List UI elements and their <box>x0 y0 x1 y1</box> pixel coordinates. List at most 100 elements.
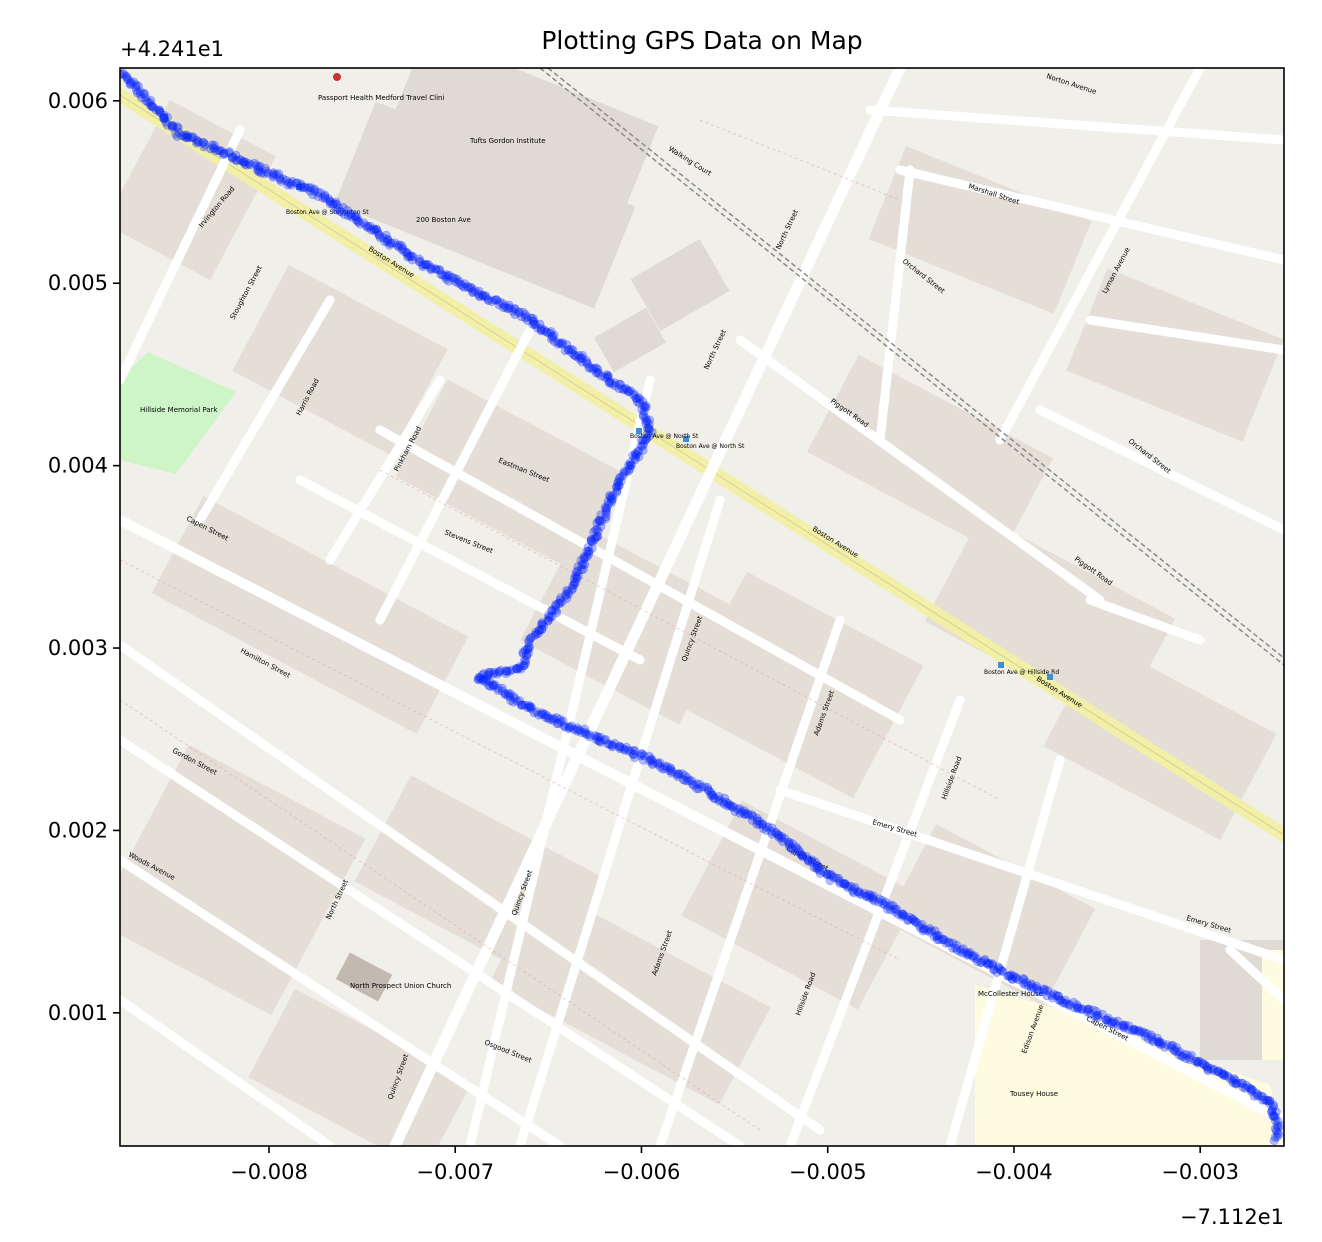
gps-point <box>443 271 453 281</box>
gps-point <box>1270 1112 1280 1122</box>
gps-point <box>637 405 647 415</box>
gps-point <box>591 368 601 378</box>
gps-point <box>1102 1015 1112 1025</box>
gps-point <box>1026 983 1036 993</box>
campus-area-east <box>1262 950 1284 1060</box>
gps-point <box>601 504 611 514</box>
gps-point <box>586 535 596 545</box>
gps-point <box>721 797 731 807</box>
gps-point <box>803 854 813 864</box>
gps-point <box>1124 1025 1134 1035</box>
gps-point <box>882 904 892 914</box>
gps-point <box>1119 1020 1129 1030</box>
gps-point <box>600 514 610 524</box>
gps-point <box>864 889 874 899</box>
gps-point <box>1020 980 1030 990</box>
gps-point <box>394 242 404 252</box>
gps-point <box>475 673 485 683</box>
gps-point <box>454 277 464 287</box>
gps-point <box>660 761 670 771</box>
gps-point <box>596 521 606 531</box>
gps-point <box>562 585 572 595</box>
gps-point <box>677 769 687 779</box>
gps-point <box>653 759 663 769</box>
gps-point <box>614 742 624 752</box>
gps-point <box>478 291 488 301</box>
gps-point <box>582 552 592 562</box>
x-axis-offset-label: −7.112e1 <box>1180 1205 1284 1229</box>
gps-point <box>503 691 513 701</box>
gps-point <box>514 307 524 317</box>
gps-point <box>168 121 178 131</box>
gps-point <box>342 205 352 215</box>
gps-point <box>664 766 674 776</box>
gps-point <box>501 666 511 676</box>
gps-point <box>791 844 801 854</box>
gps-point <box>840 878 850 888</box>
gps-point <box>948 943 958 953</box>
gps-point <box>518 647 528 657</box>
gps-point <box>543 616 553 626</box>
gps-point <box>254 167 264 177</box>
gps-point <box>536 619 546 629</box>
gps-point <box>754 819 764 829</box>
gps-point <box>642 423 652 433</box>
gps-point <box>886 905 896 915</box>
gps-point <box>491 295 501 305</box>
gps-point <box>615 379 625 389</box>
gps-point <box>287 176 297 186</box>
gps-point <box>320 191 330 201</box>
gps-point <box>523 703 533 713</box>
gps-point <box>497 686 507 696</box>
church-building <box>335 952 393 1002</box>
gps-point <box>840 879 850 889</box>
gps-point <box>573 571 583 581</box>
gps-point <box>603 739 613 749</box>
gps-point <box>1264 1098 1274 1108</box>
gps-point <box>605 377 615 387</box>
gps-point <box>523 644 533 654</box>
gps-point <box>131 80 141 90</box>
gps-point <box>763 822 773 832</box>
gps-point <box>378 233 388 243</box>
gps-point <box>667 766 677 776</box>
gps-point <box>767 829 777 839</box>
gps-point <box>634 452 644 462</box>
gps-point <box>596 737 606 747</box>
gps-point <box>526 313 536 323</box>
gps-point <box>787 839 797 849</box>
gps-point <box>703 785 713 795</box>
gps-point <box>198 138 208 148</box>
gps-point <box>168 121 178 131</box>
gps-point <box>636 441 646 451</box>
gps-point <box>213 145 223 155</box>
gps-point <box>1193 1057 1203 1067</box>
gps-point <box>632 394 642 404</box>
gps-point <box>758 819 768 829</box>
gps-point <box>285 178 295 188</box>
gps-point <box>535 319 545 329</box>
gps-point <box>979 956 989 966</box>
gps-point <box>995 965 1005 975</box>
gps-point <box>523 648 533 658</box>
gps-point <box>328 200 338 210</box>
gps-point <box>638 412 648 422</box>
gps-point <box>239 157 249 167</box>
y-tick-label: 0.004 <box>48 454 108 478</box>
gps-point <box>343 211 353 221</box>
gps-point <box>1088 1005 1098 1015</box>
gps-point <box>586 534 596 544</box>
gps-point <box>1248 1085 1258 1095</box>
gps-point <box>834 873 844 883</box>
map-label: Boston Ave @ Hillside Rd <box>984 669 1059 676</box>
gps-point <box>576 555 586 565</box>
gps-point <box>937 935 947 945</box>
gps-point <box>1068 997 1078 1007</box>
gps-point <box>644 423 654 433</box>
gps-point <box>1229 1074 1239 1084</box>
gps-point <box>1206 1064 1216 1074</box>
gps-point <box>597 516 607 526</box>
gps-point <box>200 140 210 150</box>
gps-point <box>441 274 451 284</box>
gps-point <box>603 499 613 509</box>
